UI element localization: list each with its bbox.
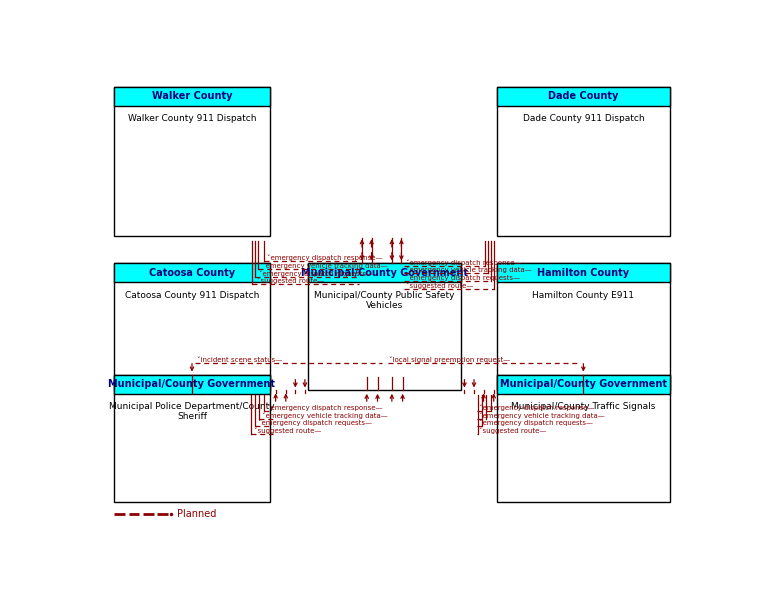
- Text: Hamilton County: Hamilton County: [537, 268, 629, 278]
- Bar: [497, 375, 670, 502]
- Bar: [114, 87, 270, 236]
- Text: ˇemergency dispatch response—: ˇemergency dispatch response—: [479, 404, 594, 411]
- Bar: [114, 263, 270, 283]
- Bar: [114, 263, 270, 391]
- Text: ˇsuggested route—: ˇsuggested route—: [254, 428, 321, 434]
- Text: ˇemergency dispatch requests—: ˇemergency dispatch requests—: [259, 270, 373, 277]
- Text: ˇemergency dispatch response—: ˇemergency dispatch response—: [406, 259, 522, 266]
- Text: ˇemergency dispatch requests—: ˇemergency dispatch requests—: [479, 420, 593, 426]
- Text: ˇemergency vehicle tracking data—: ˇemergency vehicle tracking data—: [262, 262, 389, 269]
- Text: ˇemergency dispatch response—: ˇemergency dispatch response—: [267, 254, 382, 261]
- Text: ˇemergency vehicle tracking data—: ˇemergency vehicle tracking data—: [406, 267, 532, 273]
- Text: Dade County: Dade County: [548, 91, 618, 101]
- Text: Municipal/County Traffic Signals: Municipal/County Traffic Signals: [511, 402, 655, 411]
- Bar: [497, 87, 670, 105]
- Text: ˇsuggested route—: ˇsuggested route—: [479, 428, 546, 434]
- Text: Municipal/County Government: Municipal/County Government: [109, 379, 275, 389]
- Text: ˇemergency dispatch requests—: ˇemergency dispatch requests—: [406, 274, 520, 281]
- Text: Municipal Police Department/County
Sheriff: Municipal Police Department/County Sheri…: [109, 402, 274, 421]
- Text: Walker County: Walker County: [152, 91, 232, 101]
- Text: Catoosa County: Catoosa County: [149, 268, 235, 278]
- Text: ˇemergency dispatch requests—: ˇemergency dispatch requests—: [258, 420, 372, 426]
- Text: ˇemergency dispatch response—: ˇemergency dispatch response—: [267, 404, 382, 411]
- Bar: [497, 87, 670, 236]
- Text: Planned: Planned: [177, 509, 217, 519]
- Text: ˇlocal signal preemption request—: ˇlocal signal preemption request—: [389, 357, 510, 363]
- Text: ˇincident scene status—: ˇincident scene status—: [197, 357, 282, 363]
- Bar: [497, 375, 670, 393]
- Bar: [308, 263, 461, 283]
- Text: Municipal/County Government: Municipal/County Government: [301, 268, 468, 278]
- Text: ˇsuggested route—: ˇsuggested route—: [406, 282, 473, 289]
- Bar: [114, 87, 270, 105]
- Bar: [308, 263, 461, 391]
- Text: Municipal/County Public Safety
Vehicles: Municipal/County Public Safety Vehicles: [315, 290, 455, 310]
- Bar: [114, 375, 270, 502]
- Text: ˇemergency vehicle tracking data—: ˇemergency vehicle tracking data—: [262, 412, 388, 419]
- Text: Walker County 911 Dispatch: Walker County 911 Dispatch: [128, 114, 256, 123]
- Text: Dade County 911 Dispatch: Dade County 911 Dispatch: [523, 114, 644, 123]
- Text: ˇsuggested route—: ˇsuggested route—: [257, 278, 324, 284]
- Text: Municipal/County Government: Municipal/County Government: [500, 379, 667, 389]
- Text: Hamilton County E911: Hamilton County E911: [532, 290, 635, 300]
- Text: ˇemergency vehicle tracking data—: ˇemergency vehicle tracking data—: [479, 412, 604, 419]
- Text: Catoosa County 911 Dispatch: Catoosa County 911 Dispatch: [125, 290, 259, 300]
- Bar: [497, 263, 670, 283]
- Bar: [114, 375, 270, 393]
- Bar: [497, 263, 670, 391]
